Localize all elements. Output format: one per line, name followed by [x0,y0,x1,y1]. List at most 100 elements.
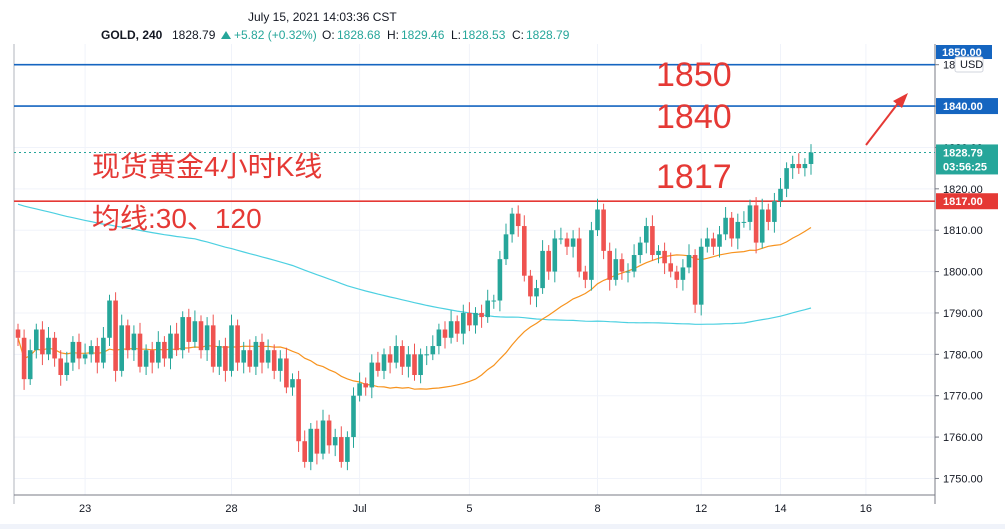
candle-body[interactable] [747,205,753,222]
candle-body[interactable] [552,238,558,272]
candle-body[interactable] [735,221,741,239]
candle-body[interactable] [674,271,680,280]
candle-body[interactable] [662,250,667,264]
candle-body[interactable] [345,437,350,462]
candle-body[interactable] [784,168,789,189]
candle-body[interactable] [229,325,234,371]
candle-body[interactable] [467,312,472,326]
candle-body[interactable] [503,234,509,260]
candle-body[interactable] [473,312,478,326]
candle-body[interactable] [168,333,173,359]
candle-body[interactable] [625,271,631,273]
candle-body[interactable] [113,300,118,371]
candle-body[interactable] [601,209,606,251]
candle-body[interactable] [564,238,570,247]
candle-body[interactable] [644,226,649,243]
candle-body[interactable] [290,379,295,388]
candle-body[interactable] [174,333,179,351]
candle-body[interactable] [76,341,82,359]
candles-group[interactable] [15,144,814,471]
time-axis[interactable]: 23 28 Jul 5 8 12 14 16 [79,503,872,515]
candle-body[interactable] [363,383,368,388]
candle-body[interactable] [705,238,710,247]
candle-body[interactable] [101,337,106,363]
header-symbol[interactable]: GOLD, 240 [101,28,163,42]
candle-body[interactable] [88,346,94,355]
candle-body[interactable] [479,312,484,318]
candle-body[interactable] [64,362,70,376]
candle-body[interactable] [595,209,600,231]
candle-body[interactable] [448,321,454,338]
candle-body[interactable] [698,246,704,305]
candle-body[interactable] [522,226,527,276]
candle-body[interactable] [180,317,185,351]
candle-body[interactable] [406,354,411,367]
candle-body[interactable] [583,271,588,280]
candle-body[interactable] [729,217,734,239]
candle-body[interactable] [21,337,27,380]
candle-body[interactable] [613,259,619,280]
candle-body[interactable] [326,420,332,446]
candle-body[interactable] [637,242,643,256]
candle-body[interactable] [393,346,399,363]
candle-body[interactable] [686,255,692,268]
candle-body[interactable] [149,350,155,363]
candle-body[interactable] [52,337,57,359]
candle-body[interactable] [796,163,802,169]
candle-body[interactable] [302,441,307,462]
candle-body[interactable] [46,337,51,355]
candle-body[interactable] [668,263,673,272]
candle-body[interactable] [656,250,661,256]
candle-body[interactable] [759,209,765,243]
currency-box[interactable] [954,56,984,73]
candle-body[interactable] [241,350,246,363]
candle-body[interactable] [424,354,429,356]
candle-body[interactable] [723,217,728,235]
candle-body[interactable] [741,221,747,223]
candle-body[interactable] [375,362,381,371]
candle-body[interactable] [156,341,161,363]
candle-body[interactable] [680,267,686,280]
candle-body[interactable] [485,300,490,318]
candle-body[interactable] [576,238,582,272]
candle-body[interactable] [808,152,814,164]
candle-body[interactable] [430,346,436,355]
candle-body[interactable] [27,350,33,380]
candle-body[interactable] [223,346,228,371]
candle-body[interactable] [400,346,405,367]
candle-body[interactable] [607,250,612,280]
candle-body[interactable] [802,163,808,169]
candle-body[interactable] [332,437,338,446]
candle-body[interactable] [119,325,124,371]
candle-body[interactable] [192,321,198,342]
candle-body[interactable] [210,325,216,367]
candle-body[interactable] [137,333,143,367]
candle-body[interactable] [570,238,576,247]
candle-body[interactable] [442,329,448,338]
candle-body[interactable] [778,188,783,202]
candle-body[interactable] [259,341,265,363]
candle-body[interactable] [753,205,759,243]
candle-body[interactable] [540,250,545,289]
candle-body[interactable] [650,226,655,256]
candle-body[interactable] [40,329,45,355]
candle-body[interactable] [198,321,204,351]
candle-body[interactable] [631,255,637,272]
candle-body[interactable] [436,329,442,347]
candle-body[interactable] [387,354,393,363]
candle-body[interactable] [772,201,777,222]
candle-body[interactable] [217,346,222,367]
candle-body[interactable] [509,213,515,235]
candle-body[interactable] [546,250,551,272]
candle-body[interactable] [278,358,283,371]
candle-body[interactable] [253,341,259,367]
candle-body[interactable] [766,209,771,222]
candle-body[interactable] [204,325,210,351]
candle-body[interactable] [34,329,39,351]
candle-body[interactable] [381,354,387,371]
candle-body[interactable] [143,350,149,367]
candle-body[interactable] [692,255,698,305]
candle-body[interactable] [162,341,167,359]
candle-body[interactable] [534,288,539,297]
candle-body[interactable] [491,300,497,302]
